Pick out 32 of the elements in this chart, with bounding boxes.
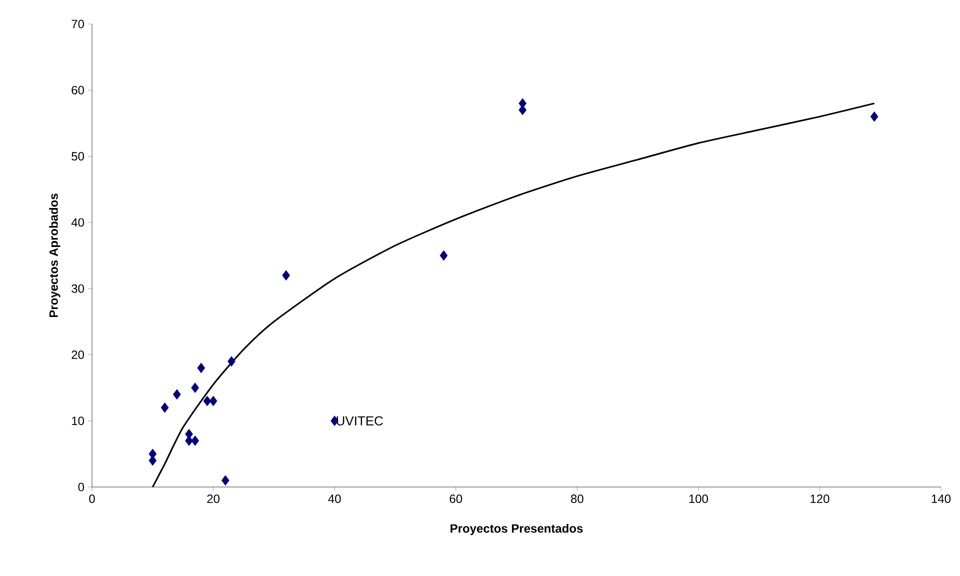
x-tick-label: 60 [450,494,462,504]
x-tick-label: 140 [932,494,951,504]
y-tick-label: 50 [72,152,84,161]
x-axis-title: Proyectos Presentados [450,524,583,536]
point [440,250,448,261]
x-tick-label: 80 [570,494,584,504]
point [203,396,212,406]
y-tick-label: 0 [78,482,84,492]
y-tick-label: 70 [72,20,84,28]
point [228,356,236,367]
x-tick-label: 0 [89,494,95,504]
x-tick-label: 20 [207,494,220,504]
y-axis-title: Proyectos Aprobados [49,194,60,318]
point [191,436,200,446]
point [870,111,878,122]
point [209,396,218,406]
point [185,436,193,446]
point [221,475,230,486]
y-tick-label: 10 [72,416,84,426]
point [191,382,200,393]
x-tick-label: 40 [328,494,341,504]
point [160,402,169,413]
y-tick-label: 30 [72,284,84,293]
y-tick-label: 40 [71,218,84,227]
point [197,362,206,374]
x-tick-label: 120 [810,494,830,504]
point [282,270,290,281]
annotation: UVITEC [336,416,383,426]
y-tick-label: 60 [72,86,84,94]
y-tick-label: 20 [72,350,84,359]
x-tick-label: 100 [689,494,708,504]
point [172,389,181,400]
